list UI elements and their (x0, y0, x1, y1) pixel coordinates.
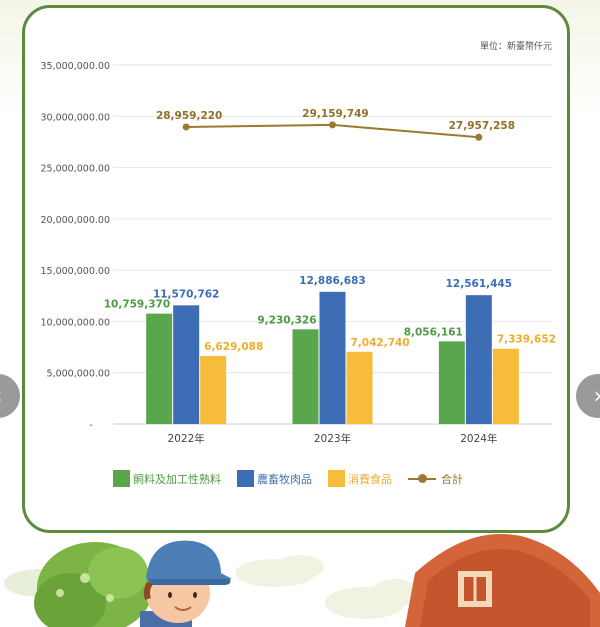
y-tick-label: 10,000,000.00 (40, 317, 110, 328)
y-tick-label: 25,000,000.00 (40, 164, 110, 175)
unit-label: 單位：新臺幣仟元 (479, 42, 552, 52)
bar-data-label: 9,230,326 (257, 314, 316, 326)
legend-item-total[interactable]: 合計 (408, 470, 463, 487)
barn (405, 533, 600, 627)
farmer-character (140, 540, 232, 627)
bar (146, 313, 173, 424)
y-tick-label: 15,000,000.00 (40, 266, 110, 277)
legend-item-meat[interactable]: 農畜牧肉品 (237, 470, 312, 487)
previous-slide-button[interactable]: ‹ (0, 374, 20, 418)
chart-legend: 飼料及加工性熟料 農畜牧肉品 消費食品 合計 (113, 470, 479, 487)
legend-label-meat: 農畜牧肉品 (257, 472, 312, 486)
legend-label-total: 合計 (441, 472, 463, 486)
cloud-right (325, 579, 419, 619)
legend-swatch-feed (113, 470, 130, 487)
legend-swatch-total (408, 470, 436, 487)
x-tick-label: 2022年 (168, 432, 205, 445)
legend-label-consumer-food: 消費食品 (348, 472, 392, 486)
bar (438, 341, 465, 424)
farm-illustration (4, 533, 600, 627)
bar (465, 295, 492, 424)
chart-plot: - 5,000,000.00 10,000,000.00 15,000,000.00 2… (40, 61, 556, 445)
bar (319, 291, 346, 424)
bar-data-label: 11,570,762 (153, 288, 219, 300)
y-tick-label: - (89, 420, 93, 431)
bar-data-label: 8,056,161 (404, 326, 463, 338)
legend-swatch-meat (237, 470, 254, 487)
y-tick-label: 30,000,000.00 (40, 112, 110, 123)
bar (173, 305, 200, 424)
total-data-label: 27,957,258 (449, 120, 515, 132)
x-tick-label: 2023年 (314, 432, 351, 445)
total-data-label: 29,159,749 (302, 108, 368, 120)
bar (200, 356, 227, 424)
x-tick-label: 2024年 (460, 432, 497, 445)
bar (292, 329, 319, 424)
total-point (182, 123, 190, 131)
bar (492, 348, 519, 424)
legend-item-consumer-food[interactable]: 消費食品 (328, 470, 392, 487)
cloud-middle (235, 555, 324, 587)
bar-data-label: 12,886,683 (299, 275, 365, 287)
legend-swatch-consumer-food (328, 470, 345, 487)
bar-data-label: 12,561,445 (446, 278, 512, 290)
bar-data-label: 6,629,088 (204, 341, 263, 353)
bar (346, 351, 373, 424)
legend-label-feed: 飼料及加工性熟料 (133, 472, 221, 486)
legend-item-feed[interactable]: 飼料及加工性熟料 (113, 470, 221, 487)
chevron-left-icon: ‹ (0, 384, 2, 409)
y-tick-label: 5,000,000.00 (47, 369, 110, 380)
y-tick-label: 20,000,000.00 (40, 215, 110, 226)
chevron-right-icon: › (594, 384, 600, 409)
total-data-label: 28,959,220 (156, 110, 222, 122)
bar-data-label: 7,042,740 (351, 337, 410, 349)
tree (34, 542, 153, 627)
bar-data-label: 10,759,370 (104, 299, 170, 311)
total-point (475, 133, 483, 141)
chart-card (22, 5, 570, 533)
total-point (329, 121, 336, 129)
y-tick-label: 35,000,000.00 (40, 61, 110, 72)
bar-data-label: 7,339,652 (497, 334, 556, 346)
